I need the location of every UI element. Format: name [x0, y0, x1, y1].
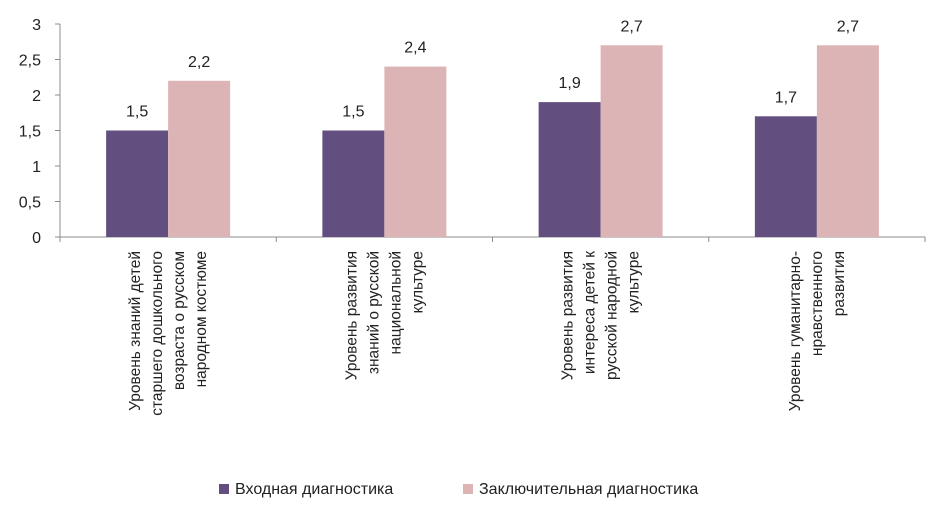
category-label-line: развития [831, 251, 848, 316]
legend: Входная диагностика Заключительная диагно… [219, 481, 698, 498]
category-label-line: старшего дошкольного [149, 251, 166, 416]
legend-swatch [463, 484, 473, 494]
bar-input-1 [106, 130, 169, 237]
data-label: 1,9 [559, 75, 581, 92]
data-label: 1,7 [775, 89, 797, 106]
y-tick-label: 1 [32, 159, 41, 176]
category-label-line: Уровень развития [560, 251, 577, 380]
category-label-line: русской народной [604, 251, 621, 380]
category-label: Уровень развития интереса детей к русской … [560, 251, 643, 380]
y-tick-label: 2 [32, 88, 41, 105]
bar-final-4 [816, 45, 879, 237]
category-label-line: культуре [626, 251, 643, 313]
bar-final-1 [168, 80, 231, 237]
bar-final-3 [600, 45, 663, 237]
data-label: 1,5 [342, 104, 364, 121]
y-tick-label: 0 [32, 230, 41, 247]
category-label-line: Уровень развития [343, 251, 360, 380]
category-labels: Уровень знаний детей старшего дошкольного… [127, 251, 848, 416]
y-tick-label: 2,5 [19, 53, 41, 70]
y-tick-label: 0,5 [19, 195, 41, 212]
category-label: Уровень гуманитарно-нравственного развити… [787, 251, 848, 411]
data-labels: 1,5 2,2 1,5 2,4 1,9 2,7 1,7 2,7 [126, 18, 859, 120]
data-label: 2,7 [621, 18, 643, 35]
data-label: 2,7 [837, 18, 859, 35]
category-label-line: возраста о русском [171, 251, 188, 390]
category-label: Уровень развития знаний о русской национал… [343, 251, 426, 380]
bar-input-4 [754, 116, 817, 237]
category-label-line: культуре [409, 251, 426, 313]
bar-input-2 [322, 130, 385, 237]
legend-label: Входная диагностика [235, 481, 393, 498]
bar-final-2 [384, 66, 447, 237]
category-label-line: национальной [387, 251, 404, 354]
category-label-line: интереса детей к [582, 251, 599, 374]
data-label: 2,2 [188, 54, 210, 71]
y-tick-label: 3 [32, 17, 41, 34]
category-label-line: Уровень знаний детей [127, 251, 144, 411]
category-label-line: знаний о русской [365, 251, 382, 374]
category-label-line: Уровень гуманитарно- [787, 251, 804, 411]
y-tick-label: 1,5 [19, 124, 41, 141]
category-label-line: народном костюме [193, 251, 210, 387]
bars [106, 45, 879, 237]
bar-input-3 [538, 102, 601, 237]
data-label: 2,4 [404, 40, 426, 57]
data-label: 1,5 [126, 104, 148, 121]
legend-label: Заключительная диагностика [479, 481, 698, 498]
category-label: Уровень знаний детей старшего дошкольного… [127, 251, 210, 416]
legend-swatch [219, 484, 229, 494]
category-label-line: нравственного [809, 251, 826, 356]
